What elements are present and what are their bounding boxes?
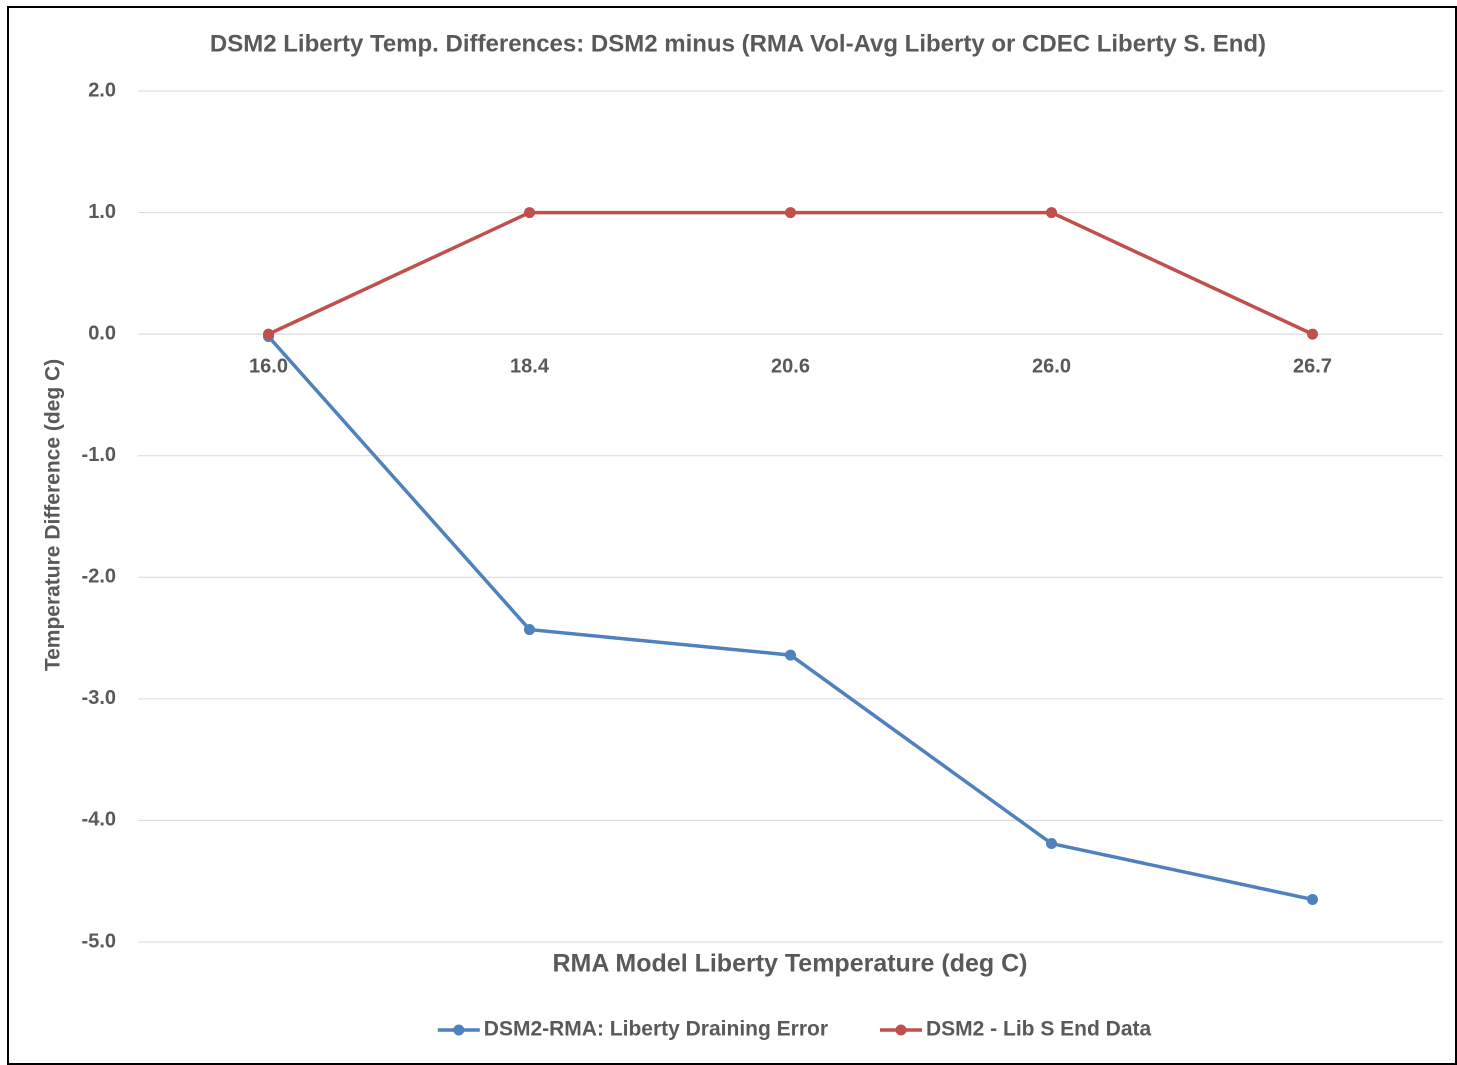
x-tick-label: 26.7 xyxy=(1293,355,1332,377)
legend-label: DSM2-RMA: Liberty Draining Error xyxy=(484,1018,828,1041)
point-marker xyxy=(263,328,274,340)
x-axis-title: RMA Model Liberty Temperature (deg C) xyxy=(552,950,1027,978)
point-marker xyxy=(785,649,796,661)
x-tick-label: 16.0 xyxy=(249,355,288,377)
legend-swatch-marker xyxy=(453,1024,465,1036)
y-tick-label: 0.0 xyxy=(88,322,116,344)
legend-swatch-marker xyxy=(895,1024,907,1036)
point-marker xyxy=(524,207,535,219)
x-tick-label: 26.0 xyxy=(1032,355,1071,377)
legend-label: DSM2 - Lib S End Data xyxy=(926,1018,1152,1041)
chart-frame xyxy=(7,6,1457,1065)
y-tick-label: 1.0 xyxy=(88,201,116,223)
point-marker xyxy=(1046,838,1057,850)
y-tick-label: -1.0 xyxy=(82,444,116,466)
y-axis-title: Temperature Difference (deg C) xyxy=(42,359,65,671)
x-tick-label: 20.6 xyxy=(771,355,810,377)
point-marker xyxy=(1307,328,1318,340)
x-tick-label: 18.4 xyxy=(510,355,550,377)
y-tick-label: -2.0 xyxy=(82,566,116,588)
point-marker xyxy=(1046,207,1057,219)
y-tick-label: -5.0 xyxy=(82,930,116,952)
y-tick-label: -4.0 xyxy=(82,809,116,831)
point-marker xyxy=(524,624,535,636)
y-tick-label: 2.0 xyxy=(88,79,116,101)
point-marker xyxy=(785,207,796,219)
y-tick-label: -3.0 xyxy=(82,687,116,709)
chart-title: DSM2 Liberty Temp. Differences: DSM2 min… xyxy=(210,30,1266,57)
point-marker xyxy=(1307,893,1318,905)
